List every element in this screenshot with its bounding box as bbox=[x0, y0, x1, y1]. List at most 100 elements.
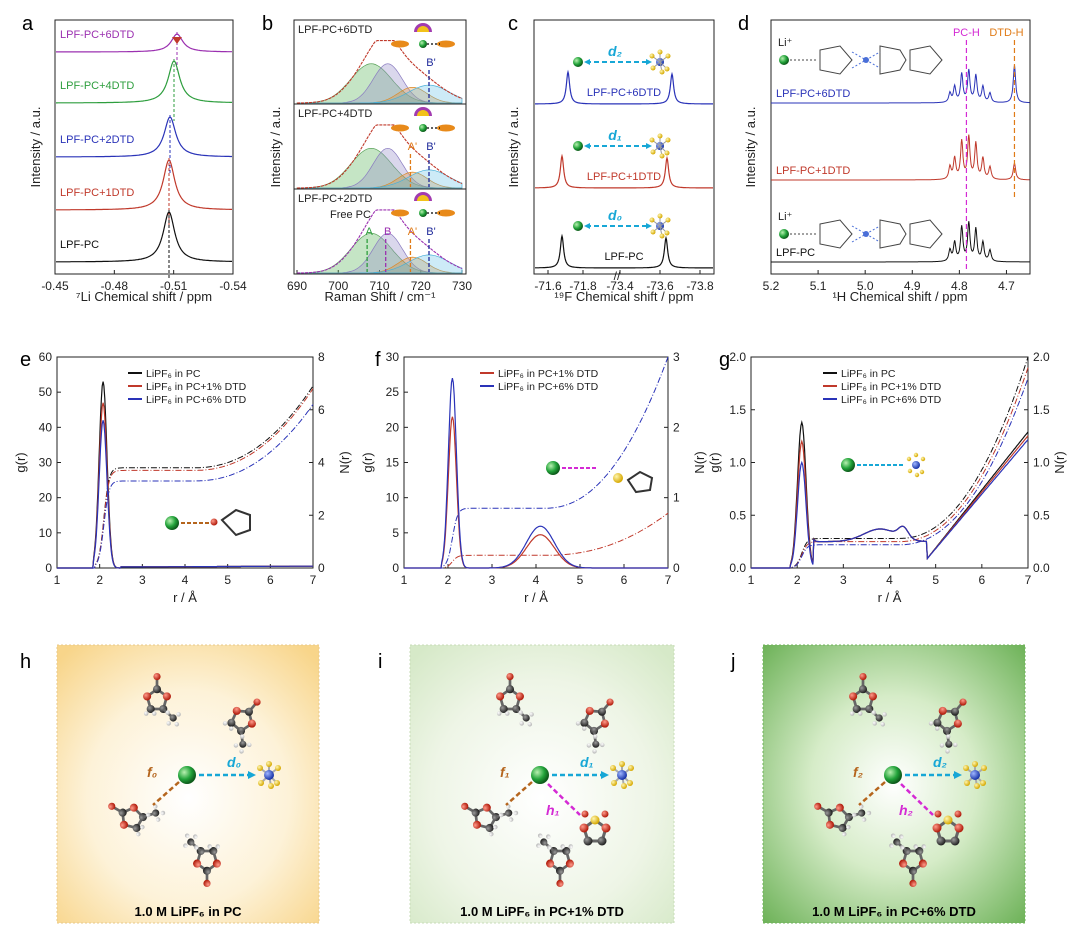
fluorine-atom-icon bbox=[963, 765, 969, 771]
fluorine-atom-icon bbox=[268, 783, 274, 789]
hydrogen-atom-icon bbox=[842, 831, 847, 837]
panel-b-fit-envelope bbox=[296, 124, 463, 189]
phosphorus-atom-icon bbox=[264, 770, 274, 780]
hydrogen-atom-icon bbox=[880, 722, 886, 727]
panel-b-peak-label: B' bbox=[426, 226, 435, 238]
ring-atom-icon bbox=[227, 718, 236, 727]
panel-d-xtick-label: 5.0 bbox=[857, 279, 874, 293]
rdf-xtick-label: 5 bbox=[932, 573, 939, 587]
panel-c-arrowhead-icon bbox=[584, 223, 590, 229]
panel-d: d Intensity / a.u. ¹H Chemical shift / p… bbox=[738, 13, 1031, 304]
rdf-ytick-label: 20 bbox=[39, 491, 53, 505]
hydrogen-atom-icon bbox=[193, 845, 199, 850]
panel-c-trace bbox=[535, 153, 713, 189]
fluorine-atom-icon bbox=[980, 780, 986, 786]
panel-c-fluorine-icon bbox=[664, 230, 670, 236]
panel-b-free-pc-annotation: Free PC bbox=[330, 209, 371, 221]
rdf-gr-series bbox=[404, 377, 668, 569]
panel-c-fluorine-icon bbox=[659, 153, 665, 159]
rdf-nr-series bbox=[404, 512, 669, 569]
rdf-y2label: N(r) bbox=[692, 451, 707, 473]
panel-c-xtick-label: -71.8 bbox=[569, 279, 597, 293]
panel-a-trace bbox=[56, 159, 232, 211]
rdf-ylabel: g(r) bbox=[360, 452, 375, 472]
ring-atom-icon bbox=[932, 823, 942, 833]
hydrogen-atom-icon bbox=[233, 743, 239, 748]
hydrogen-atom-icon bbox=[183, 843, 188, 848]
pc-molecule-icon bbox=[928, 698, 967, 754]
hydrogen-atom-icon bbox=[239, 734, 245, 739]
hydrogen-atom-icon bbox=[592, 734, 598, 739]
panel-b-ylabel: Intensity / a.u. bbox=[268, 107, 283, 188]
li-ion-icon bbox=[841, 458, 855, 472]
panel-d-li-ion-icon bbox=[779, 229, 789, 239]
ring-atom-icon bbox=[212, 859, 221, 868]
panel-a-trace-label: LPF-PC bbox=[60, 239, 99, 251]
oxygen-atom-icon bbox=[601, 810, 609, 818]
ring-atom-icon bbox=[546, 859, 555, 868]
panel-c-xtick-label: -73.4 bbox=[606, 279, 634, 293]
distance-label-f: f₀ bbox=[147, 764, 158, 780]
oxygen-atom-icon bbox=[461, 802, 469, 810]
panel-j: j f₂ d₂ h₂ 1.0 M LiPF₆ in PC+6% DTD bbox=[730, 644, 1026, 924]
panel-letter-h: h bbox=[20, 651, 31, 673]
hydrogen-atom-icon bbox=[582, 726, 587, 731]
ring-atom-icon bbox=[555, 866, 565, 875]
rdf-ytick-label: 30 bbox=[386, 350, 400, 364]
fluorine-atom-icon bbox=[258, 780, 264, 786]
rdf-xtick-label: 3 bbox=[489, 573, 496, 587]
ring-atom-icon bbox=[953, 719, 962, 728]
pc-molecule-icon bbox=[849, 673, 887, 727]
rdf-legend-label: LiPF₆ in PC+1% DTD bbox=[146, 381, 247, 393]
rdf-y2label: N(r) bbox=[1052, 451, 1067, 473]
panel-b-component-band bbox=[297, 254, 463, 274]
rdf-xlabel: r / Å bbox=[878, 590, 902, 605]
ring-atom-icon bbox=[908, 866, 918, 875]
distance-arrow bbox=[505, 781, 533, 806]
ring-atom-icon bbox=[838, 823, 847, 833]
hydrogen-atom-icon bbox=[899, 845, 905, 850]
hydrogen-atom-icon bbox=[176, 712, 181, 717]
panel-d-ring-icon bbox=[819, 45, 853, 75]
rdf-ytick-label: 0 bbox=[45, 561, 52, 575]
ring-atom-icon bbox=[202, 866, 212, 875]
rdf-legend-label: LiPF₆ in PC+6% DTD bbox=[841, 394, 942, 406]
panel-b-xticks: 690 700 710 720 730 bbox=[287, 270, 472, 293]
rdf-xtick-label: 6 bbox=[267, 573, 274, 587]
rdf-gr-series bbox=[751, 420, 1029, 569]
panel-b-li-ion-icon bbox=[419, 209, 427, 217]
panel-c-axis-break: // bbox=[614, 269, 621, 283]
hydrogen-atom-icon bbox=[529, 712, 534, 717]
rdf-y2tick-label: 2 bbox=[673, 420, 680, 434]
hydrogen-atom-icon bbox=[592, 749, 597, 754]
panel-h-caption: 1.0 M LiPF₆ in PC bbox=[134, 904, 242, 919]
oxygen-atom-icon bbox=[954, 810, 962, 818]
panel-c-trace bbox=[535, 233, 713, 269]
ring-atom-icon bbox=[482, 803, 491, 812]
panel-d-ring-icon bbox=[879, 45, 907, 75]
dtd-molecule-icon bbox=[579, 810, 611, 846]
panel-b-peak-label: A' bbox=[408, 141, 417, 153]
hydrogen-atom-icon bbox=[508, 817, 514, 822]
distance-label-f: f₂ bbox=[853, 764, 863, 780]
hydrogen-atom-icon bbox=[872, 721, 877, 726]
ring-atom-icon bbox=[579, 823, 589, 833]
hydrogen-atom-icon bbox=[193, 834, 198, 839]
panel-d-hbond-marker bbox=[851, 225, 881, 243]
rdf-y2tick-label: 1.0 bbox=[1033, 456, 1050, 470]
pc-molecule-icon bbox=[461, 802, 519, 837]
panel-d-ring-icon bbox=[819, 219, 853, 249]
panel-a-frame bbox=[54, 19, 234, 275]
fluorine-atom-icon bbox=[274, 780, 280, 786]
fluorine-atom-icon bbox=[972, 761, 978, 767]
ring-atom-icon bbox=[954, 823, 964, 833]
methyl-atom-icon bbox=[540, 838, 548, 846]
dtd-molecule-icon bbox=[932, 810, 964, 846]
ring-atom-icon bbox=[849, 692, 858, 701]
ring-atom-icon bbox=[505, 685, 515, 694]
li-ion-icon bbox=[165, 516, 179, 530]
panel-j-caption: 1.0 M LiPF₆ in PC+6% DTD bbox=[812, 904, 976, 919]
panel-b-content: LPF-PC+6DTD LPF-PC+4DTD LPF-PC+2DTD B' A' B' A… bbox=[296, 23, 463, 274]
